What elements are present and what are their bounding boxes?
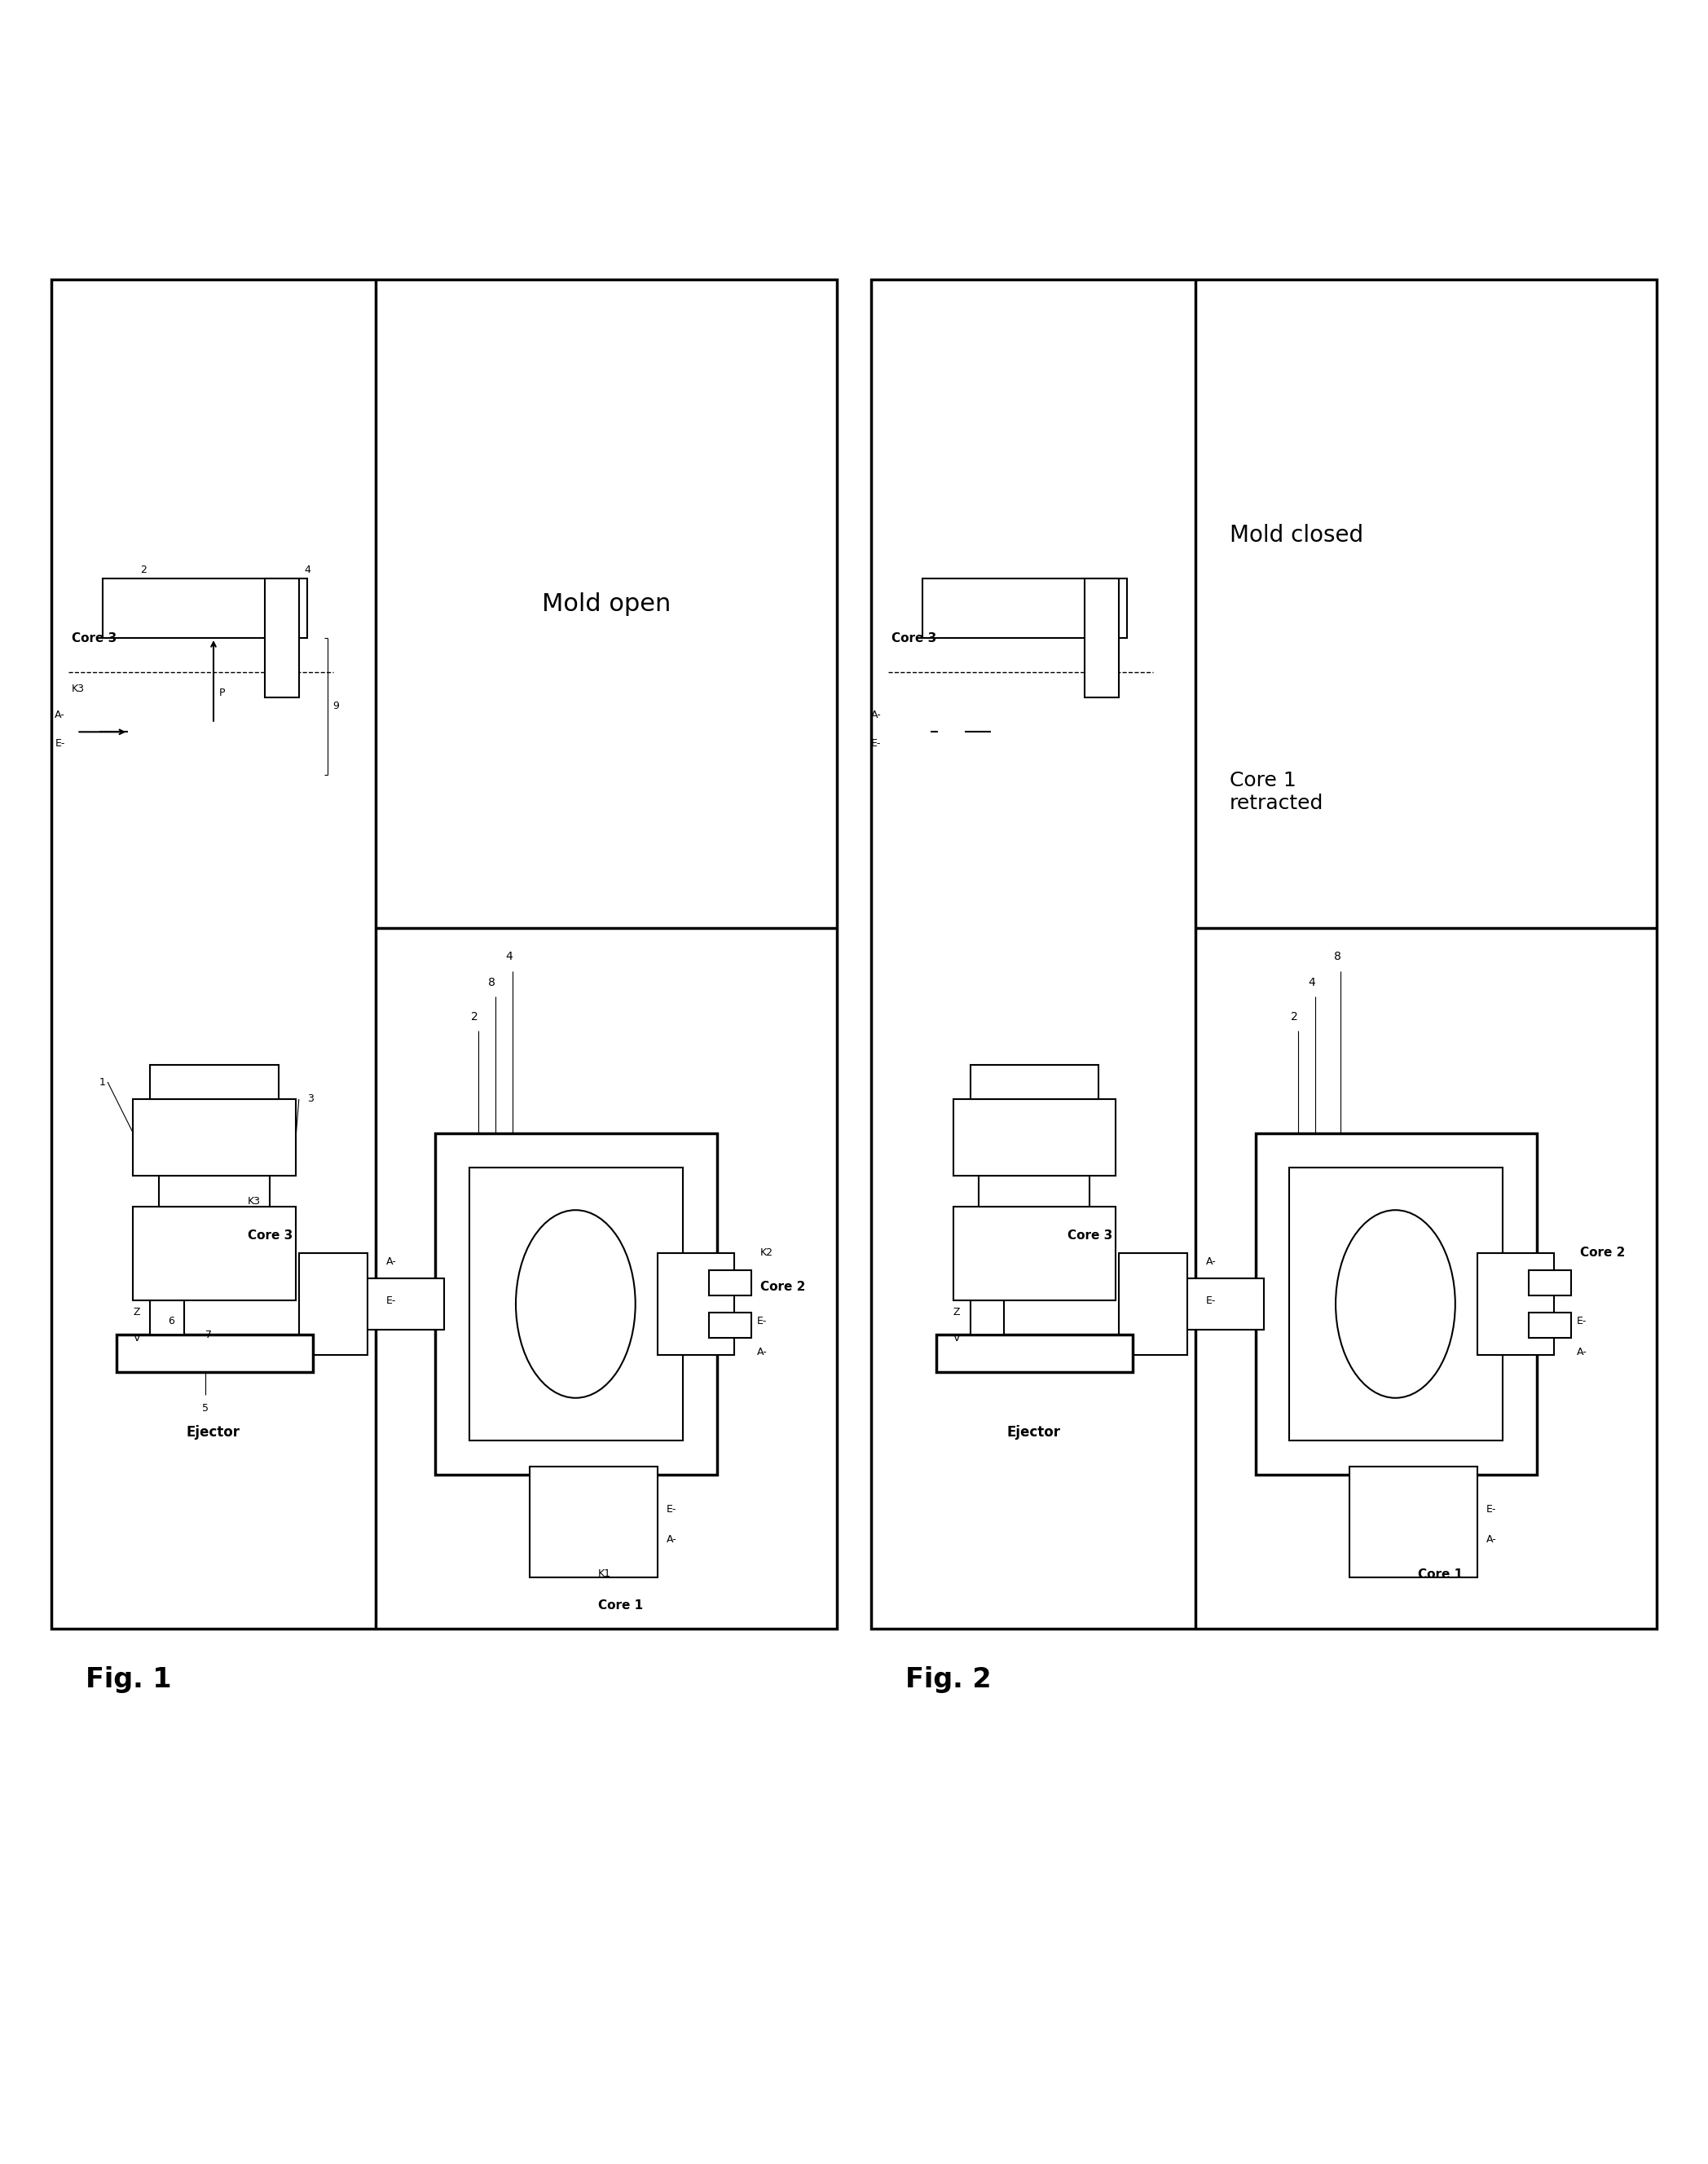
Text: A-: A- (55, 710, 65, 721)
Bar (359, 1279, 444, 1329)
Text: 8: 8 (1334, 950, 1341, 963)
Bar (133, 1208, 295, 1301)
Text: E-: E- (1206, 1296, 1216, 1305)
Text: E-: E- (871, 738, 881, 749)
Text: Fig. 1: Fig. 1 (85, 1666, 171, 1692)
Text: Core 3: Core 3 (1068, 1229, 1112, 1242)
Bar (871, 279, 1657, 1629)
Text: E-: E- (666, 1504, 676, 1515)
Bar (1529, 1270, 1571, 1296)
Ellipse shape (516, 1210, 635, 1398)
Bar (1119, 1253, 1187, 1355)
Bar (936, 1335, 1132, 1372)
Bar (658, 1253, 734, 1355)
Bar (1255, 1134, 1537, 1476)
Text: A-: A- (1486, 1534, 1496, 1545)
Bar (709, 1314, 752, 1337)
Text: 2: 2 (471, 1011, 478, 1021)
Bar (299, 1253, 367, 1355)
Bar (1477, 1253, 1554, 1355)
Bar (1085, 578, 1119, 697)
Text: 4: 4 (1308, 976, 1315, 989)
Text: 5: 5 (202, 1402, 208, 1413)
Bar (436, 1134, 717, 1476)
Bar (133, 1099, 295, 1175)
Text: Ejector: Ejector (186, 1424, 241, 1439)
Bar (150, 1301, 184, 1335)
Text: Core 3: Core 3 (248, 1229, 292, 1242)
Bar (1529, 1314, 1571, 1337)
Text: 3: 3 (307, 1093, 314, 1104)
Text: V: V (133, 1333, 140, 1344)
Text: E-: E- (1576, 1316, 1587, 1327)
Bar (979, 1175, 1090, 1208)
Text: 8: 8 (488, 976, 495, 989)
Bar (914, 723, 931, 740)
Text: 7: 7 (205, 1329, 212, 1340)
Text: Core 2: Core 2 (1580, 1246, 1624, 1259)
Text: Mold closed: Mold closed (1230, 524, 1363, 547)
Text: 6: 6 (167, 1316, 174, 1327)
Bar (159, 1175, 270, 1208)
Bar (102, 578, 307, 638)
Text: V: V (953, 1333, 960, 1344)
Bar (1349, 1467, 1477, 1578)
Bar (922, 578, 1127, 638)
Bar (970, 1301, 1004, 1335)
Text: A-: A- (666, 1534, 676, 1545)
Text: Core 1: Core 1 (1418, 1569, 1462, 1582)
Text: K2: K2 (760, 1246, 774, 1257)
Text: E-: E- (386, 1296, 396, 1305)
Text: A-: A- (871, 710, 881, 721)
Text: A-: A- (1206, 1255, 1216, 1266)
Bar (529, 1467, 658, 1578)
Text: Z: Z (133, 1307, 140, 1318)
Bar (116, 1335, 313, 1372)
Text: E-: E- (757, 1316, 767, 1327)
Text: Core 1
retracted: Core 1 retracted (1230, 770, 1324, 814)
Bar (886, 723, 904, 740)
Text: 4: 4 (304, 565, 311, 576)
Bar (953, 1208, 1115, 1301)
Bar (1290, 1166, 1503, 1441)
Bar (150, 1065, 278, 1099)
Bar (709, 1270, 752, 1296)
Bar (970, 1065, 1098, 1099)
Text: Mold open: Mold open (541, 593, 671, 615)
Text: P: P (219, 688, 225, 699)
Text: K1: K1 (598, 1569, 611, 1580)
Text: Fig. 2: Fig. 2 (905, 1666, 991, 1692)
Bar (953, 1099, 1115, 1175)
Text: 1: 1 (99, 1078, 106, 1086)
Text: K3: K3 (72, 684, 85, 695)
Text: E-: E- (55, 738, 65, 749)
Bar (470, 1166, 683, 1441)
Ellipse shape (1336, 1210, 1455, 1398)
Text: Z: Z (953, 1307, 960, 1318)
Text: 9: 9 (333, 701, 340, 712)
Text: E-: E- (1486, 1504, 1496, 1515)
Bar (51, 279, 837, 1629)
Text: A-: A- (1576, 1346, 1587, 1357)
Text: 4: 4 (506, 950, 512, 963)
Text: 2: 2 (140, 565, 147, 576)
Text: 2: 2 (1291, 1011, 1298, 1021)
Text: Core 1: Core 1 (598, 1599, 642, 1612)
Text: K3: K3 (248, 1197, 261, 1208)
Text: A-: A- (386, 1255, 396, 1266)
Bar (1179, 1279, 1264, 1329)
Text: Ejector: Ejector (1006, 1424, 1061, 1439)
Text: Core 3: Core 3 (892, 632, 936, 645)
Text: Core 2: Core 2 (760, 1281, 804, 1294)
Bar (265, 578, 299, 697)
Text: A-: A- (757, 1346, 767, 1357)
Text: Core 3: Core 3 (72, 632, 116, 645)
